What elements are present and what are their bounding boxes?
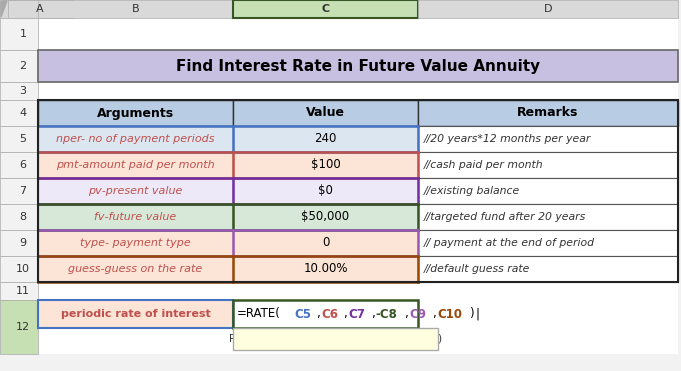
Text: C6: C6	[321, 308, 338, 321]
Text: ,: ,	[370, 308, 375, 321]
Bar	[0, 0, 38, 354]
Text: guess-guess on the rate: guess-guess on the rate	[68, 264, 203, 274]
Bar	[233, 0, 418, 18]
Bar	[418, 100, 678, 126]
Text: D: D	[543, 4, 552, 14]
Text: ): )	[469, 308, 474, 321]
Text: $0: $0	[318, 184, 333, 197]
Text: Find Interest Rate in Future Value Annuity: Find Interest Rate in Future Value Annui…	[176, 59, 540, 73]
Bar	[38, 178, 233, 204]
Bar	[38, 0, 233, 18]
Text: 11: 11	[16, 286, 30, 296]
Bar	[8, 0, 73, 18]
Bar	[38, 100, 233, 126]
Text: fv-future value: fv-future value	[95, 212, 176, 222]
Text: type- payment type: type- payment type	[80, 238, 191, 248]
Text: Value: Value	[306, 106, 345, 119]
Text: =RATE(: =RATE(	[237, 308, 281, 321]
Bar	[233, 126, 418, 152]
Bar	[38, 300, 233, 328]
Text: ,: ,	[432, 308, 436, 321]
Text: Remarks: Remarks	[518, 106, 579, 119]
Bar	[38, 100, 678, 282]
Bar	[233, 178, 418, 204]
Bar	[0, 230, 38, 256]
Bar	[0, 0, 38, 18]
Polygon shape	[1, 1, 7, 17]
Text: ,: ,	[405, 308, 408, 321]
Text: 5: 5	[20, 134, 27, 144]
Bar	[0, 152, 38, 178]
Bar	[0, 50, 38, 82]
Bar	[233, 328, 438, 350]
Bar	[38, 50, 678, 82]
Bar	[418, 204, 678, 230]
Text: 0: 0	[322, 236, 329, 250]
Text: 10.00%: 10.00%	[303, 263, 348, 276]
Text: -C8: -C8	[376, 308, 398, 321]
Text: nper- no of payment periods: nper- no of payment periods	[57, 134, 215, 144]
Text: 7: 7	[20, 186, 27, 196]
Bar	[0, 256, 38, 282]
Bar	[418, 126, 678, 152]
Text: 12: 12	[16, 322, 30, 332]
Text: $100: $100	[311, 158, 340, 171]
Bar	[418, 152, 678, 178]
Text: ,: ,	[343, 308, 347, 321]
Text: //default guess rate: //default guess rate	[424, 264, 530, 274]
Bar	[0, 82, 38, 100]
Bar	[38, 256, 233, 282]
Text: C10: C10	[437, 308, 462, 321]
Text: //20 years*12 months per year: //20 years*12 months per year	[424, 134, 591, 144]
Text: 3: 3	[20, 86, 27, 96]
Bar	[0, 18, 38, 50]
Text: C: C	[321, 4, 330, 14]
Text: //cash paid per month: //cash paid per month	[424, 160, 543, 170]
Text: 6: 6	[20, 160, 27, 170]
Text: |: |	[476, 308, 479, 321]
Text: 8: 8	[20, 212, 27, 222]
Bar	[233, 152, 418, 178]
Bar	[0, 282, 38, 300]
Bar	[233, 256, 418, 282]
Bar	[0, 178, 38, 204]
Bar	[38, 126, 233, 152]
Text: 4: 4	[20, 108, 27, 118]
Text: //targeted fund after 20 years: //targeted fund after 20 years	[424, 212, 586, 222]
Bar	[418, 256, 678, 282]
Bar	[38, 204, 233, 230]
Text: Arguments: Arguments	[97, 106, 174, 119]
Text: // payment at the end of period: // payment at the end of period	[424, 238, 595, 248]
Bar	[0, 100, 38, 126]
Text: A: A	[36, 4, 44, 14]
Bar	[233, 100, 418, 126]
Text: periodic rate of interest: periodic rate of interest	[61, 309, 210, 319]
Bar	[418, 178, 678, 204]
Text: RATE(nper, pmt, pv, [fv], [type], [guess]): RATE(nper, pmt, pv, [fv], [type], [guess…	[229, 334, 442, 344]
Text: C5: C5	[294, 308, 311, 321]
Text: 2: 2	[20, 61, 27, 71]
Bar	[233, 300, 418, 328]
Text: 240: 240	[315, 132, 336, 145]
Text: pv-present value: pv-present value	[89, 186, 183, 196]
Bar	[418, 0, 678, 18]
Text: pmt-amount paid per month: pmt-amount paid per month	[57, 160, 215, 170]
Bar	[233, 230, 418, 256]
Bar	[0, 204, 38, 230]
Text: C9: C9	[409, 308, 426, 321]
Text: 1: 1	[20, 29, 27, 39]
Text: 9: 9	[20, 238, 27, 248]
Text: $50,000: $50,000	[302, 210, 349, 223]
Bar	[0, 126, 38, 152]
Text: C7: C7	[349, 308, 366, 321]
Bar	[38, 230, 233, 256]
Text: ,: ,	[316, 308, 320, 321]
Bar	[418, 230, 678, 256]
Text: 10: 10	[16, 264, 30, 274]
Bar	[233, 204, 418, 230]
Text: //existing balance: //existing balance	[424, 186, 520, 196]
Bar	[0, 300, 38, 354]
Bar	[38, 152, 233, 178]
Text: B: B	[131, 4, 140, 14]
